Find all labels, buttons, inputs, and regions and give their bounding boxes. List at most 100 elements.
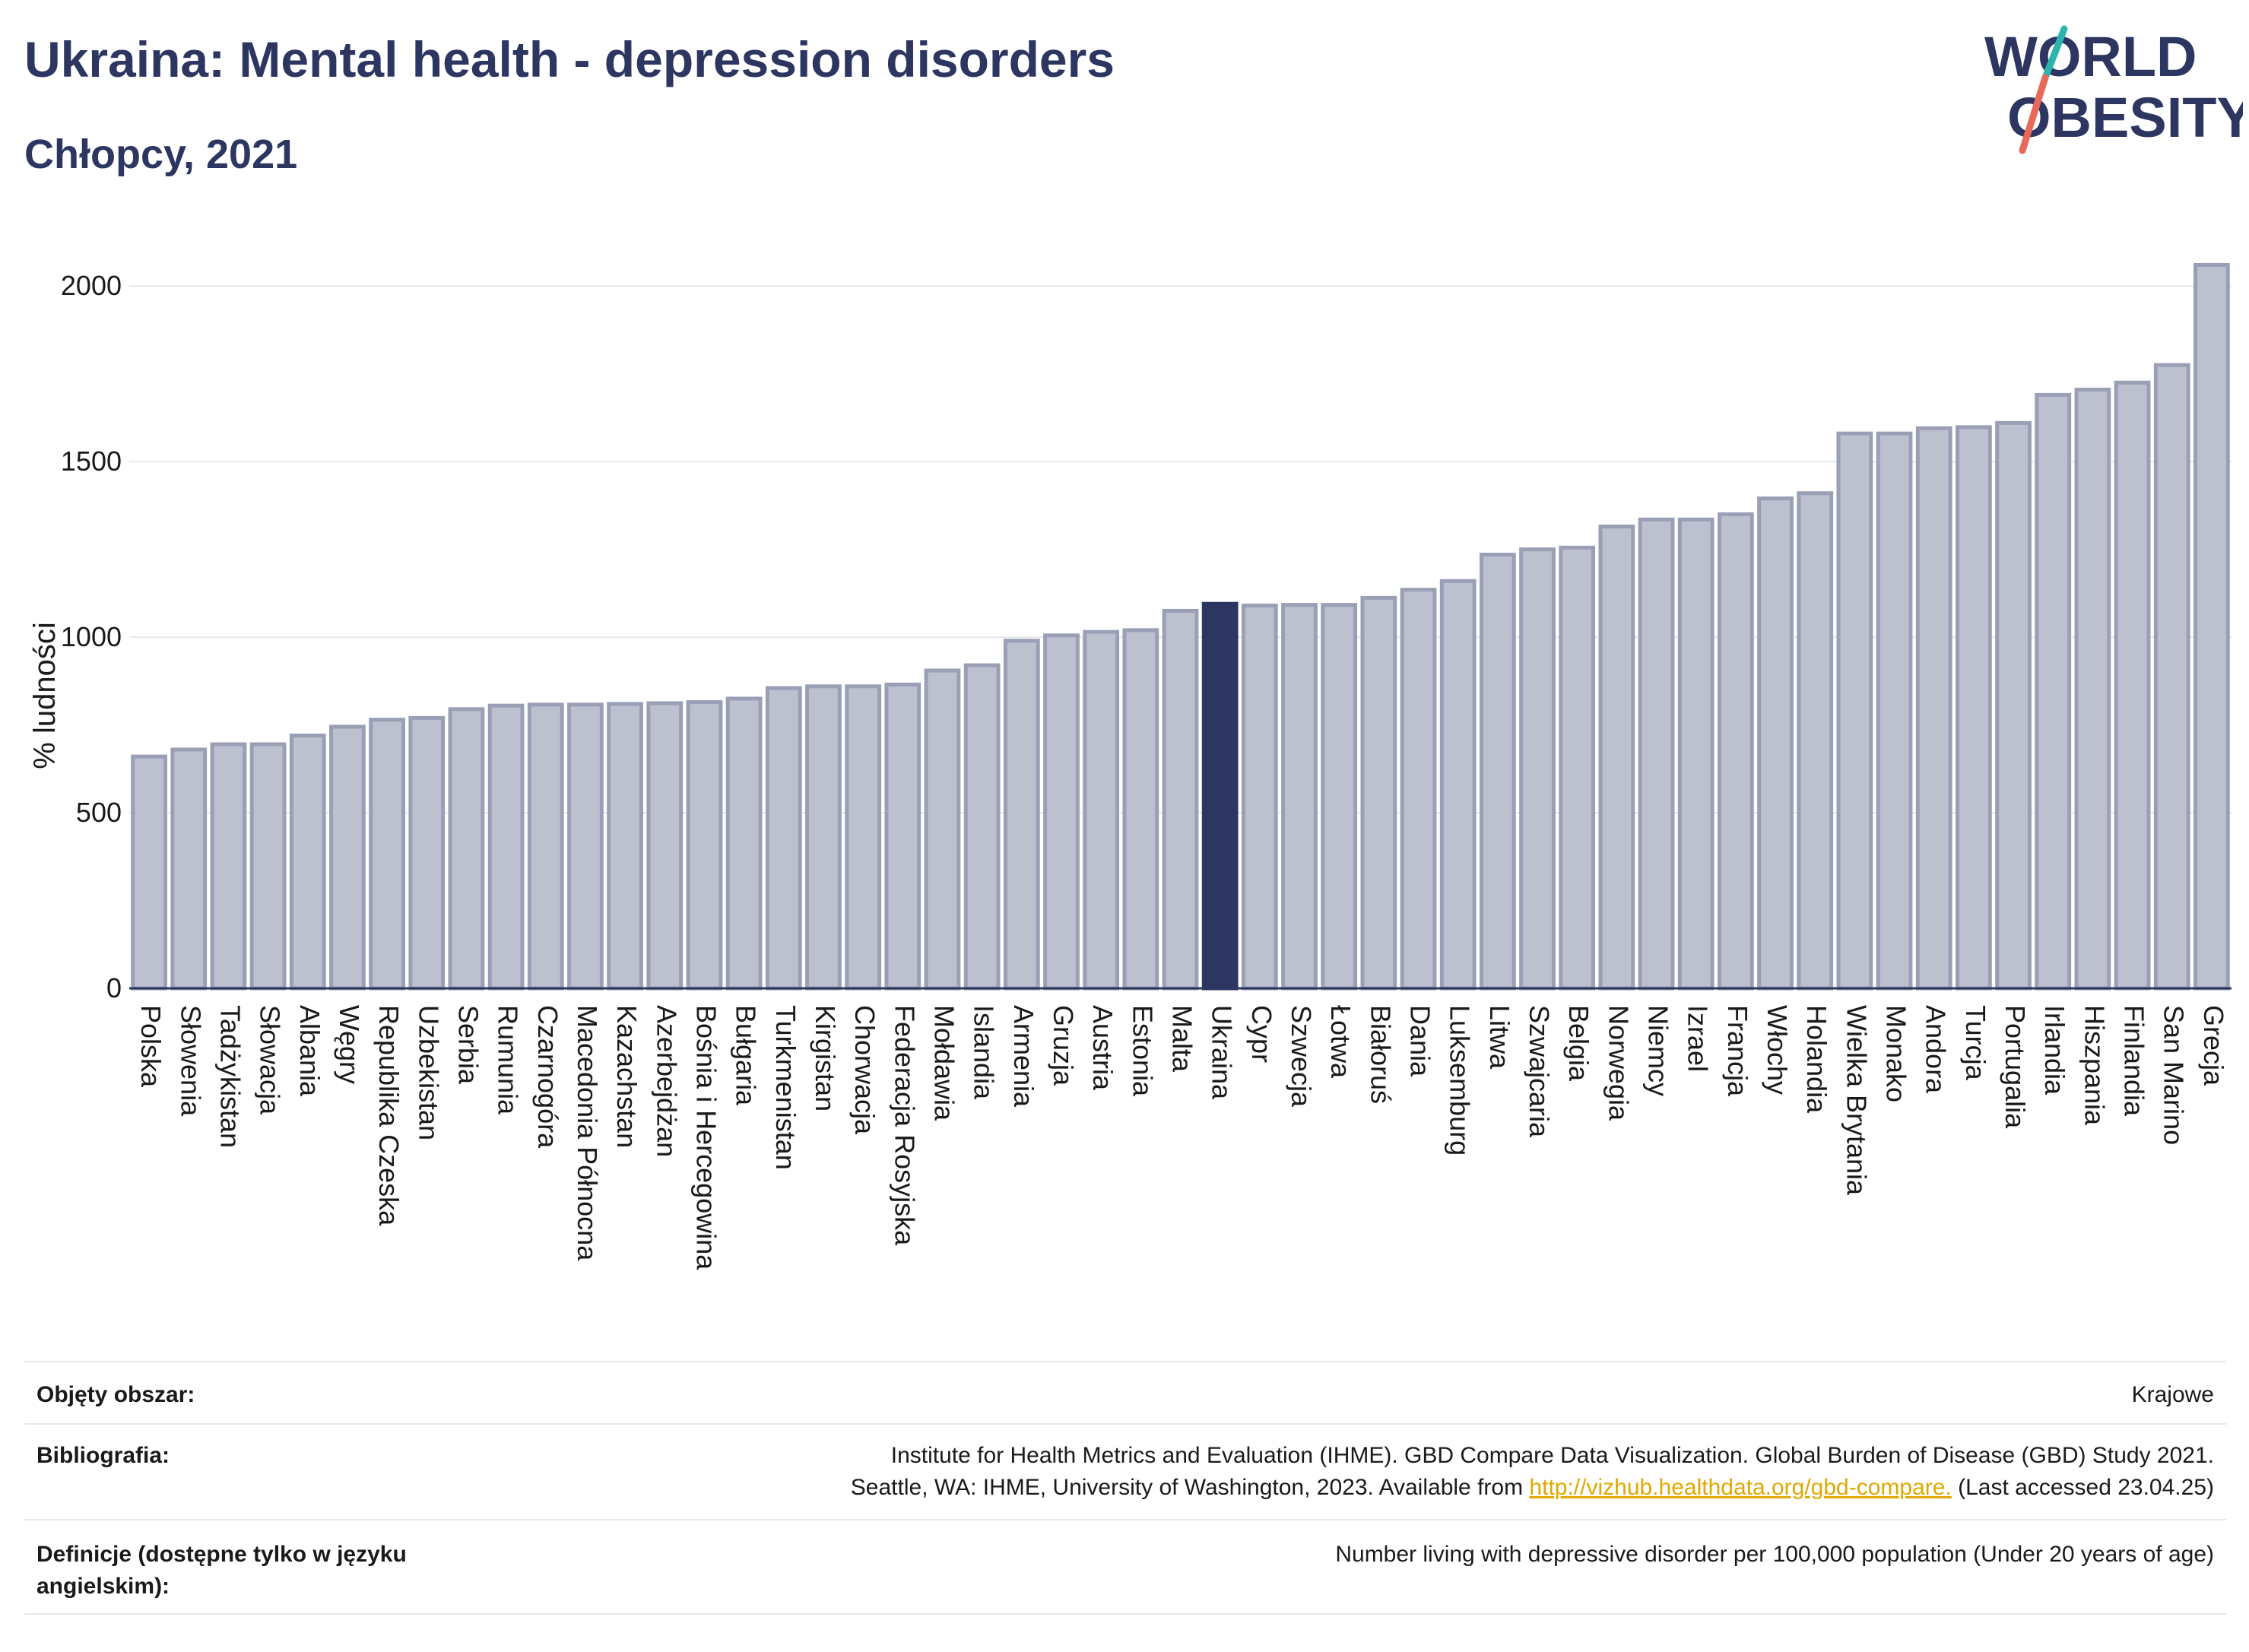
x-tick-label: Kirgistan: [810, 1005, 841, 1111]
bar[interactable]: [765, 686, 802, 991]
bar[interactable]: [1677, 517, 1715, 991]
bar[interactable]: [210, 742, 247, 991]
x-tick-label: Holandia: [1801, 1005, 1832, 1114]
x-tick-label: Federacja Rosyjska: [889, 1005, 920, 1246]
bar[interactable]: [805, 684, 842, 991]
bar[interactable]: [448, 707, 485, 991]
x-tick-label: Czarnogóra: [532, 1005, 563, 1149]
bar[interactable]: [1360, 595, 1397, 991]
bar[interactable]: [2114, 380, 2151, 991]
x-tick-label: Mołdawia: [928, 1005, 960, 1121]
bar[interactable]: [1122, 628, 1159, 991]
bar[interactable]: [289, 733, 326, 991]
bar[interactable]: [1003, 639, 1040, 991]
bar[interactable]: [1162, 608, 1199, 991]
x-tick-label: Włochy: [1762, 1005, 1793, 1095]
bibliography-link[interactable]: http://vizhub.healthdata.org/gbd-compare…: [1529, 1475, 1952, 1500]
bar[interactable]: [646, 701, 684, 991]
bar[interactable]: [1598, 525, 1635, 991]
bar[interactable]: [1638, 517, 1675, 991]
bar[interactable]: [527, 702, 564, 991]
bar[interactable]: [1559, 545, 1596, 991]
bar[interactable]: [2193, 262, 2230, 991]
info-row-scope: Objęty obszar: Krajowe: [24, 1361, 2226, 1425]
x-tick-label: Turkmenistan: [770, 1005, 801, 1170]
x-tick-label: Albania: [294, 1005, 325, 1097]
bibliography-line2-pre: Seattle, WA: IHME, University of Washing…: [850, 1475, 1524, 1500]
x-tick-label: Norwegia: [1603, 1005, 1634, 1121]
bar[interactable]: [1956, 425, 1992, 991]
bar[interactable]: [1717, 512, 1754, 991]
x-tick-label: Ukraina: [1207, 1005, 1238, 1100]
x-tick-label: Monako: [1881, 1005, 1912, 1102]
bar[interactable]: [884, 682, 921, 991]
x-tick-label: Bułgaria: [731, 1005, 762, 1106]
bar[interactable]: [1201, 601, 1239, 991]
bar[interactable]: [1400, 588, 1437, 991]
bar[interactable]: [170, 747, 208, 991]
bibliography-label: Bibliografia:: [36, 1443, 170, 1468]
bar[interactable]: [2035, 392, 2072, 991]
bar[interactable]: [369, 718, 405, 991]
x-tick-label: Irlandia: [2039, 1005, 2070, 1096]
bar[interactable]: [249, 742, 287, 991]
x-tick-label: Szwajcaria: [1524, 1005, 1555, 1138]
x-tick-label: Tadżykistan: [214, 1005, 246, 1148]
world-obesity-logo: WORLD OBESITY: [1984, 25, 2243, 154]
definitions-label: Definicje (dostępne tylko w języku angie…: [36, 1542, 407, 1599]
x-tick-label: Uzbekistan: [413, 1005, 444, 1140]
bar[interactable]: [1321, 603, 1358, 991]
bar[interactable]: [924, 668, 961, 991]
bar[interactable]: [1876, 431, 1913, 991]
x-tick-label: Izrael: [1683, 1005, 1714, 1072]
x-tick-label: Armenia: [1008, 1005, 1039, 1108]
bar[interactable]: [725, 696, 763, 991]
x-tick-label: Estonia: [1127, 1005, 1158, 1097]
x-tick-label: Polska: [135, 1005, 167, 1088]
bar[interactable]: [1836, 431, 1873, 991]
chart-title: Ukraina: Mental health - depression diso…: [24, 31, 1115, 87]
bar[interactable]: [131, 754, 167, 991]
bar[interactable]: [1519, 547, 1556, 991]
logo-slash-bottom: [2019, 74, 2049, 154]
bar[interactable]: [1439, 579, 1477, 991]
x-tick-label: Cypr: [1246, 1005, 1277, 1063]
bar[interactable]: [2153, 363, 2190, 991]
bar[interactable]: [487, 703, 525, 991]
x-tick-label: Białoruś: [1365, 1005, 1396, 1104]
scope-label: Objęty obszar:: [36, 1382, 195, 1407]
bar[interactable]: [1995, 420, 2032, 991]
x-tick-label: Portugalia: [2000, 1005, 2031, 1129]
bar[interactable]: [408, 715, 446, 991]
bar[interactable]: [963, 663, 1001, 991]
bar[interactable]: [1757, 496, 1794, 991]
x-tick-label: Macedonia Północna: [572, 1005, 603, 1261]
bar[interactable]: [1479, 553, 1516, 991]
logo-slash-top: [2041, 25, 2068, 81]
bar[interactable]: [686, 700, 723, 991]
bar[interactable]: [567, 702, 604, 991]
bar[interactable]: [607, 702, 644, 991]
bar[interactable]: [1915, 426, 1952, 991]
x-tick-label: Andora: [1921, 1005, 1952, 1094]
y-tick-label: 1000: [61, 621, 122, 652]
bar[interactable]: [845, 684, 882, 991]
bar[interactable]: [329, 725, 366, 991]
x-tick-label: Słowacja: [255, 1005, 286, 1115]
bar[interactable]: [1241, 604, 1278, 991]
bar[interactable]: [1281, 603, 1318, 991]
x-tick-label: Gruzja: [1048, 1005, 1079, 1086]
x-tick-label: San Marino: [2159, 1005, 2190, 1145]
x-tick-label: Francja: [1722, 1005, 1753, 1097]
bibliography-line2: Seattle, WA: IHME, University of Washing…: [617, 1472, 2214, 1504]
bar[interactable]: [1797, 491, 1834, 991]
x-tick-label: Luksemburg: [1445, 1005, 1476, 1156]
y-tick-label: 0: [106, 972, 122, 1004]
x-tick-label: Węgry: [334, 1005, 365, 1084]
bar[interactable]: [1083, 629, 1120, 991]
bar[interactable]: [2074, 387, 2111, 991]
bar[interactable]: [1043, 633, 1080, 991]
x-tick-label: Wielka Brytania: [1841, 1005, 1872, 1196]
x-tick-label: Chorwacja: [849, 1005, 880, 1135]
x-tick-label: Belgia: [1563, 1005, 1594, 1082]
